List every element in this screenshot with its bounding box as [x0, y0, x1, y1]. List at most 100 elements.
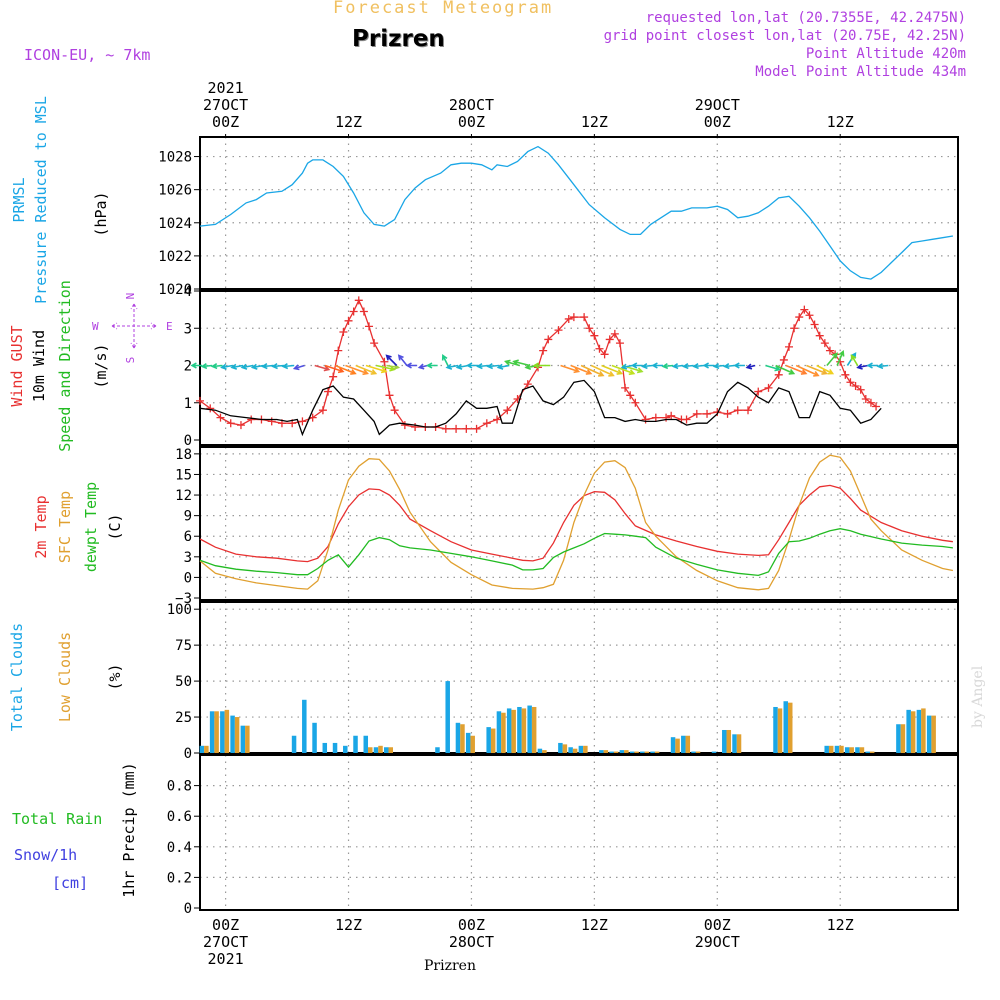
wind-arrow — [671, 363, 684, 370]
gust-marker — [815, 331, 824, 340]
precip-panel: 0 0.2 0.4 0.6 0.8 — [167, 754, 959, 917]
temperature-series-line — [199, 454, 954, 591]
gust-marker — [744, 406, 753, 415]
low-cloud-bar — [839, 745, 844, 753]
compass-west: W — [92, 320, 99, 333]
gust-marker — [605, 335, 614, 344]
low-cloud-bar — [613, 751, 619, 753]
wind-arrow — [261, 363, 274, 370]
gust-marker — [359, 307, 368, 316]
low-cloud-bar — [695, 751, 701, 753]
gust-marker — [692, 409, 701, 418]
point-altitude: Point Altitude 420m — [805, 46, 966, 62]
total-cloud-bar — [230, 715, 235, 753]
wind-arrow — [250, 363, 264, 370]
low-cloud-bar — [583, 745, 588, 753]
pressure-ytick-label: 1020 — [158, 282, 192, 298]
wind-arrow — [850, 354, 859, 366]
wind-arrow — [570, 364, 593, 375]
pressure-panel: 1020 1022 1024 1026 1028 — [158, 136, 959, 298]
total-cloud-bar — [629, 751, 635, 753]
total-cloud-bar — [865, 751, 870, 753]
total-cloud-bar — [855, 747, 860, 753]
model-label: ICON-EU, ~ 7km — [24, 46, 151, 64]
wind-arrow — [345, 364, 370, 376]
total-cloud-bar — [599, 750, 604, 753]
precip-ytick-label: 0.6 — [167, 809, 192, 825]
wind-arrow — [712, 363, 725, 370]
wind-arrow — [765, 364, 782, 372]
gust-marker — [411, 422, 420, 431]
wind-arrow — [692, 363, 705, 370]
clouds-axis-label: Total Clouds — [8, 623, 26, 731]
clouds-axis-label: (%) — [106, 663, 124, 690]
low-cloud-bar — [849, 747, 854, 753]
wind-arrow — [661, 363, 674, 370]
gust-marker — [590, 331, 599, 340]
total-cloud-bar — [896, 724, 901, 753]
wind-ytick-label: 0 — [184, 433, 192, 449]
temperature-panel: −3 0 3 6 9 12 15 18 — [175, 446, 959, 607]
total-cloud-bar — [824, 745, 829, 753]
low-cloud-bar — [542, 750, 547, 753]
gust-marker — [380, 357, 389, 366]
precip-ytick-label: 0 — [184, 901, 192, 917]
top-time-label: 12Z — [827, 113, 854, 131]
gust-marker — [774, 370, 783, 379]
bottom-time-label: 00Z — [458, 916, 485, 934]
temperature-ytick-label: −3 — [175, 591, 192, 607]
chart-subtitle: Forecast Meteogram — [333, 0, 554, 18]
wind-arrow — [795, 364, 820, 377]
total-cloud-bar — [732, 734, 737, 753]
total-cloud-bar — [670, 737, 676, 753]
temperature-ytick-label: 12 — [175, 488, 192, 504]
wind-arrow — [826, 352, 838, 367]
total-cloud-bar — [619, 750, 625, 753]
gust-marker — [805, 311, 814, 320]
wind-arrow — [723, 363, 735, 370]
low-cloud-bar — [603, 750, 609, 753]
wind-arrow — [611, 364, 636, 376]
total-cloud-bar — [199, 745, 205, 753]
wind-arrow — [324, 364, 345, 374]
low-cloud-bar — [531, 706, 537, 753]
wind-arrow — [190, 362, 203, 369]
wind-arrow — [816, 364, 835, 375]
temperature-series-line — [199, 484, 953, 563]
pressure-axis-label: PRMSL — [10, 177, 28, 222]
gust-marker — [667, 411, 676, 420]
wind-arrow — [417, 363, 428, 370]
precip-ytick-label: 0.4 — [167, 840, 192, 856]
pressure-ytick-label: 1022 — [158, 249, 192, 265]
gust-marker — [595, 344, 604, 353]
wind-arrow — [441, 353, 449, 366]
wind-frame — [199, 290, 959, 446]
gust-marker — [544, 335, 553, 344]
compass-east: E — [166, 320, 173, 333]
wind-arrow — [866, 362, 879, 369]
grid-point-coords: grid point closest lon,lat (20.75E, 42.2… — [603, 28, 966, 44]
temperature-axis-label: dewpt Temp — [82, 482, 100, 572]
gust-marker — [841, 370, 850, 379]
low-cloud-bar — [490, 728, 496, 753]
total-cloud-bar — [435, 747, 440, 753]
gust-marker — [810, 320, 819, 329]
low-cloud-bar — [675, 738, 680, 753]
wind-arrow — [271, 363, 285, 370]
bottom-time-label: 12Z — [581, 916, 608, 934]
gust-marker — [585, 324, 594, 333]
total-cloud-bar — [465, 732, 471, 753]
gust-marker — [523, 380, 532, 389]
temperature-axis-label: (C) — [106, 513, 124, 540]
gust-marker — [851, 381, 860, 390]
pressure-axis-label: (hPa) — [92, 191, 110, 236]
temperature-ytick-label: 3 — [184, 550, 192, 566]
low-cloud-bar — [521, 708, 527, 753]
wind-axis-label: (m/s) — [92, 343, 110, 388]
gust-marker — [800, 305, 809, 314]
gust-marker — [610, 329, 619, 338]
wind-arrow — [230, 363, 244, 370]
temperature-axis-label: 2m Temp — [32, 495, 50, 558]
gust-marker — [820, 339, 829, 348]
low-cloud-bar — [204, 745, 209, 753]
